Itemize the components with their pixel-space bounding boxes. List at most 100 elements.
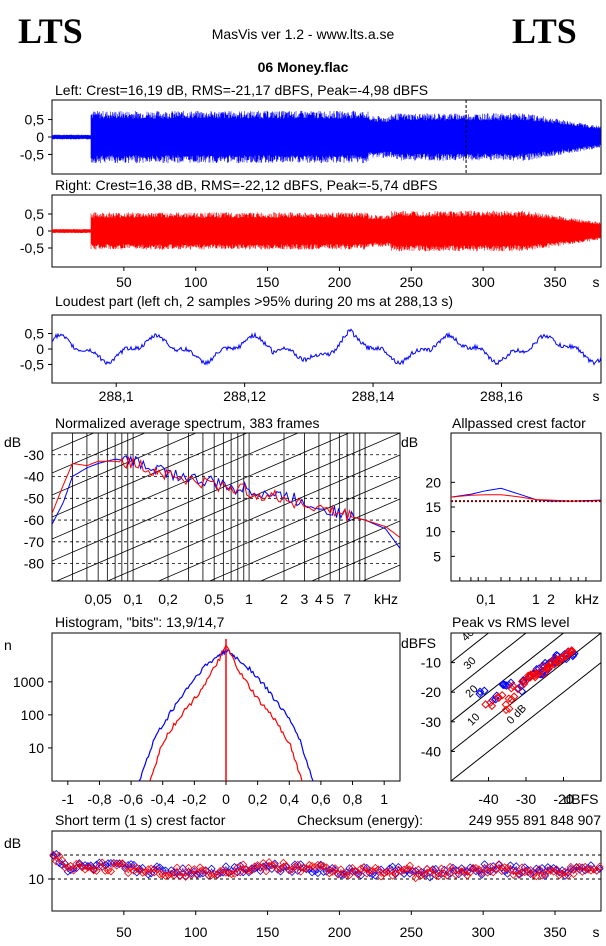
left-point [506,678,516,687]
y-tick-label: 15 [425,499,441,515]
right-crest-point [170,871,179,880]
right-crest-point [276,864,285,873]
right-crest-point [535,865,544,874]
right-crest-point [204,871,213,880]
right-point [530,671,539,680]
left-waveform-panel: Left: Crest=16,19 dB, RMS=-21,17 dBFS, P… [20,82,602,175]
left-point [475,689,484,699]
x-tick-label: 300 [471,924,495,940]
right-crest-point [408,867,417,876]
x-tick-label: 150 [256,274,280,290]
right-crest-line [53,854,600,879]
allpassed-crest-title: Allpassed crest factor [452,415,586,431]
right-point [525,673,535,682]
x-tick-label: 0,6 [311,791,331,807]
right-crest-point [374,865,383,874]
x-axis-unit: s [593,274,600,290]
x-axis-unit: kHz [575,591,599,607]
x-tick-label: -30 [516,791,536,807]
x-tick-label: 150 [256,924,280,940]
left-point [480,686,489,696]
x-tick-label: 7 [343,591,351,607]
right-crest-point [57,856,67,865]
slope-line [208,498,400,581]
right-crest-point [537,871,547,880]
right-point [550,660,559,669]
diagonal-label: 40 [460,627,477,644]
right-crest-point [184,863,193,873]
y-tick-label: 0,5 [25,326,45,342]
right-crest-point [342,870,351,880]
left-crest-point [49,851,58,860]
right-waveform [51,210,601,252]
diagonal-label: 10 [465,711,482,728]
right-point [481,700,490,709]
right-crest-point [333,870,343,879]
x-axis-unit: s [593,924,600,940]
right-point [567,647,577,656]
right-point [505,704,514,713]
checksum-label: Checksum (energy): [297,812,423,828]
y-tick-label: -10 [421,655,441,671]
slope-line [52,433,197,496]
right-crest-point [322,863,331,872]
right-crest-point [230,869,239,878]
right-crest-point [552,865,561,874]
loudest-part-waveform [51,328,602,366]
x-tick-label: 50 [116,924,132,940]
right-crest-point [569,869,578,879]
histogram-panel: Histogram, "bits": 13,9/14,7 n 100010010… [4,614,401,807]
spectrum-series [52,454,400,549]
y-tick-label: -30 [24,447,44,463]
right-crest-point [443,871,452,880]
right-crest-point [69,866,78,875]
right-crest-point [397,867,406,876]
left-point [500,680,510,690]
right-point [509,692,519,701]
right-crest-point [440,869,449,878]
left-point [570,649,579,658]
slope-line [52,433,248,518]
right-crest-point [411,873,420,883]
y-tick-label: 0 [36,223,44,239]
x-tick-label: 0,2 [248,791,268,807]
right-crest-point [555,871,564,880]
x-tick-label: 4 [315,591,323,607]
slope-line [55,433,400,581]
checksum-value: 249 955 891 848 907 [469,812,602,828]
x-tick-label: 0,1 [123,591,143,607]
allpassed-crest-frame [450,432,602,582]
x-tick-label: -0,8 [87,791,111,807]
x-tick-label: 1 [245,591,253,607]
slope-line [52,433,299,540]
y-tick-label: 0,5 [25,206,45,222]
right-crest-point [532,872,541,881]
right-crest-point [181,872,190,881]
x-tick-label: -0,2 [182,791,206,807]
right-crest-point [293,860,302,869]
x-tick-label: 0,1 [476,591,496,607]
allpassed-crest-ylabel: dB [401,434,418,450]
diagonal-line [451,633,490,663]
lts-logo-left: LTS [18,11,83,51]
right-crest-point [109,859,118,868]
x-tick-label: 288,12 [223,388,266,404]
left-crest-point [250,864,259,873]
slope-line [52,433,146,474]
right-point [507,684,516,693]
x-tick-label: 300 [471,274,495,290]
y-tick-label: -40 [421,743,441,759]
histogram-ylabel: n [4,637,12,653]
x-tick-label: -20 [553,791,573,807]
y-tick-label: 0,5 [25,112,45,128]
x-tick-label: 350 [543,274,567,290]
loudest-part-title: Loudest part (left ch, 2 samples >95% du… [55,293,453,309]
y-tick-label: 20 [425,474,441,490]
left-crest-point [178,864,187,873]
spectrum-grid [52,433,400,581]
diagonal-line [451,633,527,693]
spectrum-title: Normalized average spectrum, 383 frames [55,415,320,431]
x-tick-label: 3 [301,591,309,607]
right-crest-point [503,863,512,872]
x-axis-unit: s [593,388,600,404]
